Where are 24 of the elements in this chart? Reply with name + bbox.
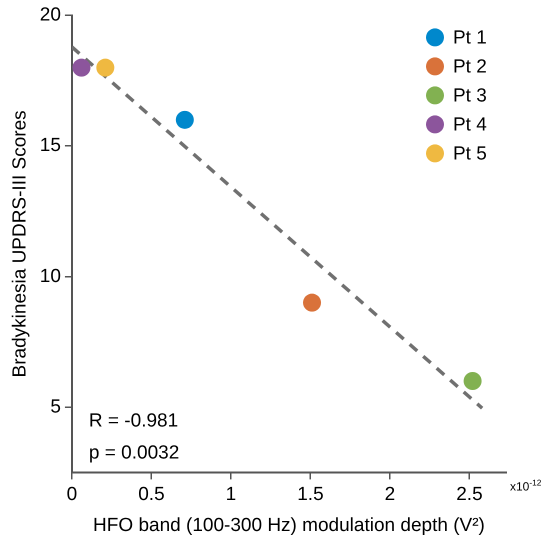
point — [72, 58, 90, 77]
legend-label: Pt 3 — [453, 86, 487, 107]
y-tick-label: 15 — [40, 135, 61, 156]
point — [96, 58, 114, 77]
point — [303, 294, 322, 312]
legend-label: Pt 5 — [453, 144, 487, 165]
x-tick-label: 0 — [66, 484, 78, 506]
y-tick-label: 10 — [40, 266, 61, 287]
legend-label: Pt 4 — [453, 114, 488, 136]
y-axis-title: Bradykinesia UPDRS-III Scores — [10, 110, 31, 378]
annotation: R = -0.981 — [88, 410, 178, 432]
y-tick-label: 20 — [40, 4, 61, 26]
legend-label: Pt 1 — [453, 28, 487, 49]
y-tick-label: 5 — [50, 396, 61, 418]
legend-label: Pt 2 — [453, 56, 487, 78]
x-tick-label: 0.5 — [138, 484, 165, 506]
annotation: p = 0.0032 — [88, 442, 180, 464]
x-tick-label: 1.5 — [297, 484, 324, 506]
x-tick-label: 1 — [226, 484, 236, 506]
point — [176, 110, 194, 129]
x-axis-title: HFO band (100-300 Hz) modulation depth (V²) — [93, 514, 485, 536]
x-tick-label: 2.5 — [456, 484, 483, 506]
x-tick-label: 2 — [384, 484, 396, 506]
point — [464, 372, 482, 390]
